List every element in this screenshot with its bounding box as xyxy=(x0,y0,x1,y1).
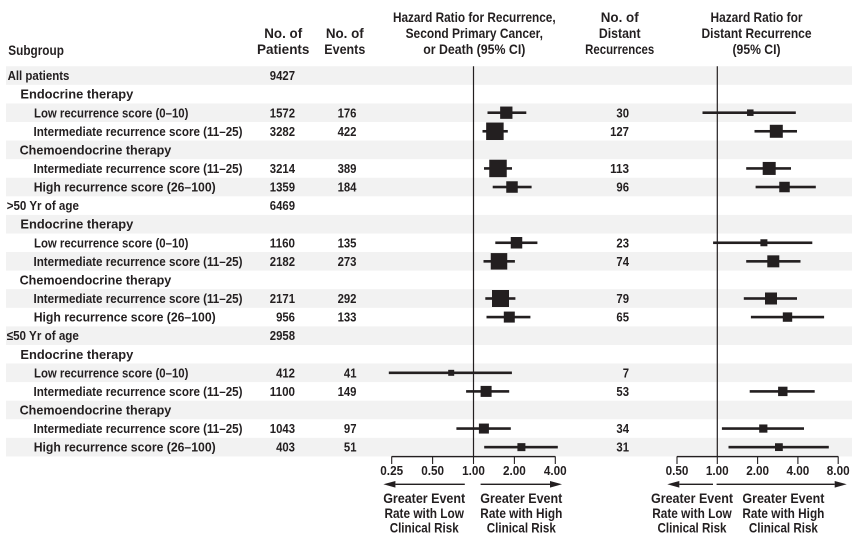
svg-text:149: 149 xyxy=(338,384,357,399)
svg-text:Subgroup: Subgroup xyxy=(8,42,64,58)
svg-text:0.50: 0.50 xyxy=(421,463,444,478)
svg-text:Intermediate recurrence score: Intermediate recurrence score (11–25) xyxy=(34,161,243,176)
svg-text:1.00: 1.00 xyxy=(706,463,729,478)
svg-text:Rate with High: Rate with High xyxy=(480,505,562,521)
svg-text:1572: 1572 xyxy=(270,105,295,120)
svg-text:2.00: 2.00 xyxy=(503,463,526,478)
svg-text:0.50: 0.50 xyxy=(666,463,689,478)
svg-text:23: 23 xyxy=(616,235,629,250)
svg-text:2171: 2171 xyxy=(270,291,295,306)
svg-text:1100: 1100 xyxy=(270,384,295,399)
svg-text:Rate with High: Rate with High xyxy=(742,505,824,521)
svg-text:2.00: 2.00 xyxy=(746,463,769,478)
svg-text:Endocrine therapy: Endocrine therapy xyxy=(20,87,134,102)
svg-text:Distant: Distant xyxy=(599,25,641,41)
svg-text:Chemoendocrine therapy: Chemoendocrine therapy xyxy=(20,272,172,287)
svg-text:956: 956 xyxy=(276,310,295,325)
svg-text:Greater Event: Greater Event xyxy=(651,490,733,506)
svg-text:Low recurrence score (0–10): Low recurrence score (0–10) xyxy=(34,105,188,120)
svg-text:1359: 1359 xyxy=(270,180,295,195)
svg-text:403: 403 xyxy=(276,440,295,455)
svg-text:Second Primary Cancer,: Second Primary Cancer, xyxy=(406,25,543,41)
svg-text:3214: 3214 xyxy=(270,161,296,176)
svg-text:or Death (95% CI): or Death (95% CI) xyxy=(423,41,525,57)
svg-text:Low recurrence score (0–10): Low recurrence score (0–10) xyxy=(34,365,188,380)
svg-text:9427: 9427 xyxy=(270,68,295,83)
svg-text:All patients: All patients xyxy=(8,68,70,83)
svg-text:No. of: No. of xyxy=(601,9,639,25)
svg-text:Low recurrence score (0–10): Low recurrence score (0–10) xyxy=(34,235,188,250)
svg-text:113: 113 xyxy=(610,161,629,176)
svg-text:Chemoendocrine therapy: Chemoendocrine therapy xyxy=(20,142,172,157)
svg-text:97: 97 xyxy=(344,421,357,436)
svg-text:Intermediate recurrence score: Intermediate recurrence score (11–25) xyxy=(34,124,243,139)
svg-text:Rate with Low: Rate with Low xyxy=(384,505,464,521)
svg-text:High recurrence score (26–100): High recurrence score (26–100) xyxy=(34,440,216,455)
svg-text:Greater Event: Greater Event xyxy=(742,490,824,506)
svg-text:Greater Event: Greater Event xyxy=(383,490,465,506)
svg-text:Patients: Patients xyxy=(257,41,310,57)
svg-text:Recurrences: Recurrences xyxy=(585,41,654,57)
svg-text:4.00: 4.00 xyxy=(787,463,810,478)
svg-text:≤50 Yr of age: ≤50 Yr of age xyxy=(7,328,79,343)
svg-text:1.00: 1.00 xyxy=(462,463,485,478)
svg-text:51: 51 xyxy=(344,440,357,455)
svg-text:74: 74 xyxy=(616,254,629,269)
svg-text:High recurrence score (26–100): High recurrence score (26–100) xyxy=(34,180,216,195)
svg-text:1160: 1160 xyxy=(270,235,295,250)
svg-text:Chemoendocrine therapy: Chemoendocrine therapy xyxy=(20,403,172,418)
svg-text:Rate with Low: Rate with Low xyxy=(652,505,732,521)
svg-text:273: 273 xyxy=(338,254,357,269)
svg-text:53: 53 xyxy=(616,384,629,399)
svg-text:Intermediate recurrence score: Intermediate recurrence score (11–25) xyxy=(34,254,243,269)
svg-text:4.00: 4.00 xyxy=(544,463,567,478)
svg-text:422: 422 xyxy=(338,124,357,139)
svg-text:79: 79 xyxy=(616,291,629,306)
svg-text:Greater Event: Greater Event xyxy=(480,490,562,506)
svg-text:96: 96 xyxy=(616,180,629,195)
svg-text:176: 176 xyxy=(338,105,357,120)
svg-text:Intermediate recurrence score: Intermediate recurrence score (11–25) xyxy=(34,421,243,436)
svg-text:Hazard Ratio for: Hazard Ratio for xyxy=(711,9,803,25)
svg-text:Hazard Ratio for Recurrence,: Hazard Ratio for Recurrence, xyxy=(393,9,556,25)
svg-text:No. of: No. of xyxy=(326,25,364,41)
svg-text:2182: 2182 xyxy=(270,254,295,269)
svg-text:65: 65 xyxy=(616,310,629,325)
svg-text:412: 412 xyxy=(276,365,295,380)
svg-text:Intermediate recurrence score: Intermediate recurrence score (11–25) xyxy=(34,384,243,399)
svg-text:No. of: No. of xyxy=(264,25,302,41)
svg-text:Endocrine therapy: Endocrine therapy xyxy=(20,217,134,232)
svg-text:135: 135 xyxy=(338,235,357,250)
svg-text:34: 34 xyxy=(616,421,629,436)
svg-text:Distant Recurrence: Distant Recurrence xyxy=(702,25,812,41)
svg-text:Intermediate recurrence score: Intermediate recurrence score (11–25) xyxy=(34,291,243,306)
svg-text:389: 389 xyxy=(338,161,357,176)
svg-text:41: 41 xyxy=(344,365,357,380)
svg-text:31: 31 xyxy=(616,440,629,455)
svg-text:2958: 2958 xyxy=(270,328,295,343)
svg-text:>50 Yr of age: >50 Yr of age xyxy=(7,198,79,213)
svg-text:1043: 1043 xyxy=(270,421,295,436)
svg-text:High recurrence score (26–100): High recurrence score (26–100) xyxy=(34,310,216,325)
svg-text:3282: 3282 xyxy=(270,124,295,139)
svg-text:Events: Events xyxy=(324,41,365,57)
svg-text:Clinical Risk: Clinical Risk xyxy=(390,519,459,535)
svg-text:30: 30 xyxy=(616,105,629,120)
svg-text:7: 7 xyxy=(623,365,629,380)
svg-text:Clinical Risk: Clinical Risk xyxy=(749,519,818,535)
svg-text:Clinical Risk: Clinical Risk xyxy=(487,519,556,535)
svg-text:184: 184 xyxy=(338,180,357,195)
svg-text:Endocrine therapy: Endocrine therapy xyxy=(20,347,134,362)
svg-text:127: 127 xyxy=(610,124,629,139)
svg-text:292: 292 xyxy=(338,291,357,306)
svg-text:8.00: 8.00 xyxy=(827,463,850,478)
svg-text:0.25: 0.25 xyxy=(380,463,403,478)
svg-text:6469: 6469 xyxy=(270,198,295,213)
svg-text:Clinical Risk: Clinical Risk xyxy=(658,519,727,535)
svg-text:133: 133 xyxy=(338,310,357,325)
svg-text:(95% CI): (95% CI) xyxy=(733,41,781,57)
